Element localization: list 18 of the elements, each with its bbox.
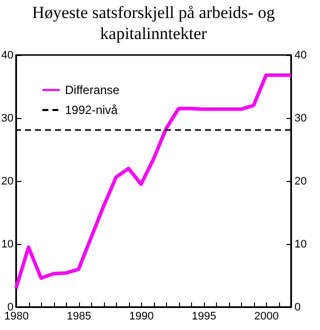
chart-title: Høyeste satsforskjell på arbeids- og kapitalinntekter	[32, 3, 276, 43]
y-tick-label: 30	[1, 112, 14, 124]
y2-tick-label: 10	[294, 238, 307, 250]
line-series	[14, 73, 293, 290]
legend-label: 1992-nivå	[65, 103, 118, 117]
y2-tick-label: 20	[294, 176, 307, 188]
x-tick-label: 1985	[66, 310, 92, 322]
x-tick-label: 1990	[129, 310, 154, 322]
x-tick-label: 1995	[192, 310, 216, 322]
legend-label: Differanse	[65, 83, 120, 97]
y2-tick-label: 40	[294, 50, 307, 62]
y-tick-label: 10	[1, 238, 14, 250]
x-tick-label: 2000	[254, 310, 279, 322]
y2-tick-label: 0	[294, 302, 301, 314]
y2-tick-label: 30	[294, 112, 307, 124]
x-tick-label: 1980	[4, 310, 29, 322]
y-tick-label: 40	[1, 50, 14, 62]
y-tick-label: 20	[1, 176, 14, 188]
